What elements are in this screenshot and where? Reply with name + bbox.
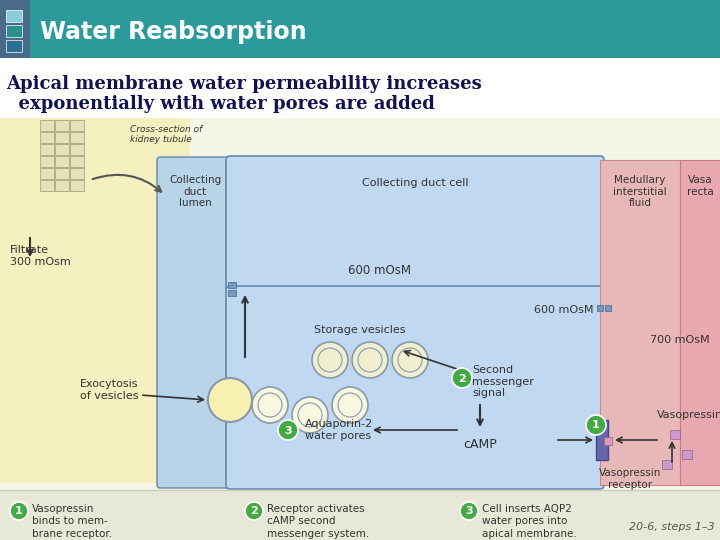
Circle shape: [332, 387, 368, 423]
Circle shape: [460, 502, 478, 520]
FancyBboxPatch shape: [0, 0, 30, 58]
FancyBboxPatch shape: [0, 58, 720, 118]
FancyBboxPatch shape: [682, 450, 692, 459]
FancyBboxPatch shape: [70, 168, 84, 179]
FancyBboxPatch shape: [70, 144, 84, 155]
FancyBboxPatch shape: [0, 118, 190, 483]
Text: Cell inserts AQP2
water pores into
apical membrane.: Cell inserts AQP2 water pores into apica…: [482, 504, 577, 539]
Text: Vasa
recta: Vasa recta: [687, 175, 714, 197]
FancyBboxPatch shape: [226, 156, 604, 294]
Circle shape: [392, 342, 428, 378]
FancyBboxPatch shape: [6, 40, 22, 52]
FancyBboxPatch shape: [55, 156, 69, 167]
Text: Water Reabsorption: Water Reabsorption: [40, 20, 307, 44]
FancyBboxPatch shape: [70, 132, 84, 143]
Text: 3: 3: [284, 426, 292, 435]
FancyBboxPatch shape: [40, 168, 54, 179]
FancyBboxPatch shape: [0, 490, 720, 540]
Text: Collecting duct cell: Collecting duct cell: [361, 178, 468, 188]
FancyBboxPatch shape: [55, 144, 69, 155]
Text: 700 mOsM: 700 mOsM: [650, 335, 710, 345]
Text: exponentially with water pores are added: exponentially with water pores are added: [6, 95, 435, 113]
Circle shape: [278, 420, 298, 440]
FancyBboxPatch shape: [70, 180, 84, 191]
FancyBboxPatch shape: [0, 0, 720, 58]
FancyBboxPatch shape: [70, 156, 84, 167]
Text: Aquaporin-2
water pores: Aquaporin-2 water pores: [305, 419, 373, 441]
FancyBboxPatch shape: [55, 168, 69, 179]
Text: 600 mOsM: 600 mOsM: [348, 264, 412, 276]
FancyBboxPatch shape: [618, 118, 720, 483]
FancyBboxPatch shape: [228, 290, 236, 296]
FancyBboxPatch shape: [597, 305, 603, 311]
Text: 2: 2: [458, 374, 466, 383]
FancyBboxPatch shape: [605, 305, 611, 311]
FancyBboxPatch shape: [670, 430, 680, 439]
Text: Vasopressin: Vasopressin: [657, 410, 720, 420]
FancyBboxPatch shape: [6, 10, 22, 22]
Text: Vasopressin
binds to mem-
brane receptor.: Vasopressin binds to mem- brane receptor…: [32, 504, 112, 539]
Text: Filtrate
300 mOsm: Filtrate 300 mOsm: [10, 245, 71, 267]
FancyBboxPatch shape: [157, 157, 233, 488]
FancyBboxPatch shape: [596, 420, 608, 460]
Text: Cross-section of
kidney tubule: Cross-section of kidney tubule: [130, 125, 202, 144]
FancyBboxPatch shape: [55, 132, 69, 143]
FancyBboxPatch shape: [40, 156, 54, 167]
FancyBboxPatch shape: [226, 286, 604, 489]
Text: 600 mOsM: 600 mOsM: [534, 305, 593, 315]
Text: 1: 1: [592, 421, 600, 430]
Text: Apical membrane water permeability increases: Apical membrane water permeability incre…: [6, 75, 482, 93]
FancyBboxPatch shape: [600, 160, 680, 485]
Circle shape: [312, 342, 348, 378]
Text: Collecting
duct
lumen: Collecting duct lumen: [169, 175, 221, 208]
Text: Vasopressin
receptor: Vasopressin receptor: [599, 468, 661, 490]
Text: Medullary
interstitial
fluid: Medullary interstitial fluid: [613, 175, 667, 208]
Text: 1: 1: [15, 507, 23, 516]
Circle shape: [208, 378, 252, 422]
Text: Second
messenger
signal: Second messenger signal: [472, 365, 534, 398]
FancyBboxPatch shape: [680, 160, 720, 485]
FancyBboxPatch shape: [70, 120, 84, 131]
Circle shape: [245, 502, 263, 520]
Text: 2: 2: [250, 507, 258, 516]
FancyBboxPatch shape: [55, 120, 69, 131]
FancyBboxPatch shape: [6, 25, 22, 37]
Text: Exocytosis
of vesicles: Exocytosis of vesicles: [80, 379, 138, 401]
Text: 20-6, steps 1–3: 20-6, steps 1–3: [629, 522, 715, 532]
FancyBboxPatch shape: [40, 120, 54, 131]
Circle shape: [452, 368, 472, 388]
FancyBboxPatch shape: [604, 437, 612, 445]
Text: Storage vesicles: Storage vesicles: [314, 325, 406, 335]
FancyBboxPatch shape: [40, 132, 54, 143]
FancyBboxPatch shape: [55, 180, 69, 191]
FancyBboxPatch shape: [228, 282, 236, 288]
Circle shape: [252, 387, 288, 423]
Circle shape: [352, 342, 388, 378]
Circle shape: [586, 415, 606, 435]
Text: Receptor activates
cAMP second
messenger system.: Receptor activates cAMP second messenger…: [267, 504, 369, 539]
Text: 3: 3: [465, 507, 473, 516]
FancyBboxPatch shape: [40, 180, 54, 191]
Circle shape: [292, 397, 328, 433]
Text: cAMP: cAMP: [463, 438, 497, 451]
Circle shape: [10, 502, 28, 520]
FancyBboxPatch shape: [40, 144, 54, 155]
FancyBboxPatch shape: [662, 460, 672, 469]
